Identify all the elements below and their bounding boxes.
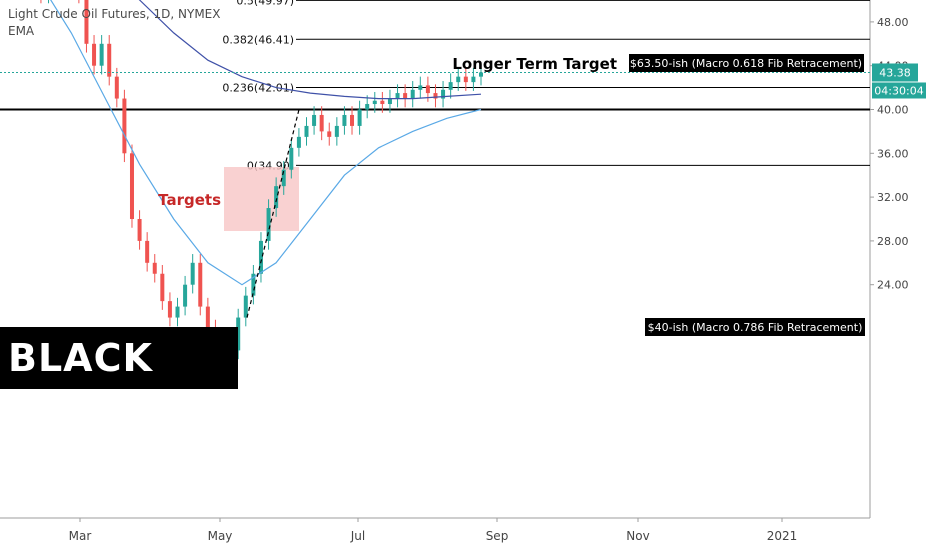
- time-axis[interactable]: Mar May Jul Sep Nov 2021: [69, 518, 798, 543]
- candle-body: [183, 284, 188, 307]
- candle-body: [175, 306, 180, 318]
- y-tick-label: 40.00: [877, 104, 909, 117]
- candle-body: [198, 262, 203, 307]
- candle-body: [145, 240, 150, 263]
- candle-body: [418, 85, 423, 90]
- candle-body: [372, 100, 377, 105]
- candle-body: [380, 100, 385, 105]
- candle-body: [152, 262, 157, 274]
- indicator-label: EMA: [8, 24, 35, 38]
- fib-levels: 0.786(58.59)0.618(53.52)0.5(49.97)0.382(…: [0, 0, 870, 172]
- candle-body: [387, 98, 392, 105]
- candle-body: [167, 301, 172, 318]
- candle-body: [114, 76, 119, 99]
- candle-body: [296, 136, 301, 148]
- x-tick-label: Jul: [350, 529, 365, 543]
- long-target-box: [629, 54, 864, 72]
- grid-lines: [0, 0, 871, 519]
- y-tick-label: 28.00: [877, 235, 909, 248]
- candle-body: [122, 98, 127, 154]
- candle-body: [334, 125, 339, 137]
- candle-body: [448, 82, 453, 90]
- candle-body: [274, 186, 279, 209]
- candle-body: [433, 93, 438, 99]
- targets-label: Targets: [158, 191, 221, 209]
- countdown-text: 04:30:04: [874, 84, 923, 97]
- x-tick-label: May: [208, 529, 233, 543]
- candle-body: [342, 114, 347, 126]
- candle-body: [357, 109, 362, 126]
- targets-zone: [224, 167, 299, 231]
- fib-label: 0.382(46.41): [222, 33, 294, 46]
- y-tick-label: 48.00: [877, 16, 909, 29]
- candle-body: [107, 43, 112, 77]
- candle-body: [471, 76, 476, 83]
- trend-dashed-line: [246, 109, 300, 318]
- candle-body: [289, 147, 294, 170]
- candle-body: [243, 295, 248, 318]
- y-tick-label: 36.00: [877, 147, 909, 160]
- candle-body: [403, 93, 408, 99]
- fib-label: 0.236(42.01): [222, 81, 294, 94]
- candle-body: [312, 114, 317, 126]
- candle-body: [410, 89, 415, 99]
- candle-body: [463, 76, 468, 83]
- candle-body: [319, 114, 324, 132]
- candlesticks: [40, 0, 483, 360]
- candle-body: [304, 125, 309, 137]
- x-tick-label: Nov: [626, 529, 649, 543]
- last-price-tag: [872, 63, 918, 82]
- candle-body: [160, 273, 165, 302]
- x-tick-label: Sep: [486, 529, 509, 543]
- price-axis[interactable]: 24.0028.0032.0036.0040.0044.0048.0052.00…: [870, 0, 909, 292]
- candle-body: [395, 93, 400, 99]
- y-tick-label: 24.00: [877, 279, 909, 292]
- candle-body: [84, 0, 89, 44]
- y-tick-label: 32.00: [877, 191, 909, 204]
- symbol-title: Light Crude Oil Futures, 1D, NYMEX: [8, 7, 221, 21]
- candle-body: [456, 76, 461, 83]
- long-target-text: $63.50-ish (Macro 0.618 Fib Retracement): [630, 57, 862, 70]
- candle-body: [258, 240, 263, 274]
- support-box: [645, 318, 865, 336]
- candle-body: [251, 273, 256, 296]
- x-tick-label: 2021: [767, 529, 798, 543]
- candle-body: [236, 317, 241, 351]
- candle-body: [425, 85, 430, 94]
- candle-body: [441, 89, 446, 99]
- x-tick-label: Mar: [69, 529, 92, 543]
- candle-body: [99, 43, 104, 66]
- ema-slow-line: [138, 0, 482, 100]
- countdown-tag: [872, 82, 926, 99]
- last-price-text: 43.38: [879, 66, 911, 79]
- chart-annotations: Targets Longer Term Target $63.50-ish (Mac…: [158, 54, 926, 336]
- support-text: $40-ish (Macro 0.786 Fib Retracement): [648, 321, 863, 334]
- candle-body: [92, 43, 97, 66]
- fib-label: 0.5(49.97): [236, 0, 294, 7]
- candle-body: [190, 262, 195, 285]
- candle-body: [137, 219, 142, 241]
- longer-term-label: Longer Term Target: [452, 55, 617, 73]
- candle-body: [281, 169, 286, 187]
- candle-body: [350, 114, 355, 126]
- candle-body: [266, 208, 271, 241]
- candle-body: [205, 306, 210, 329]
- ema-fast-line: [50, 0, 482, 286]
- black-gold-banner: BLACK GOLD: [0, 327, 238, 442]
- candle-body: [327, 131, 332, 137]
- candle-body: [365, 104, 370, 110]
- candle-body: [479, 72, 483, 77]
- candle-body: [129, 153, 134, 219]
